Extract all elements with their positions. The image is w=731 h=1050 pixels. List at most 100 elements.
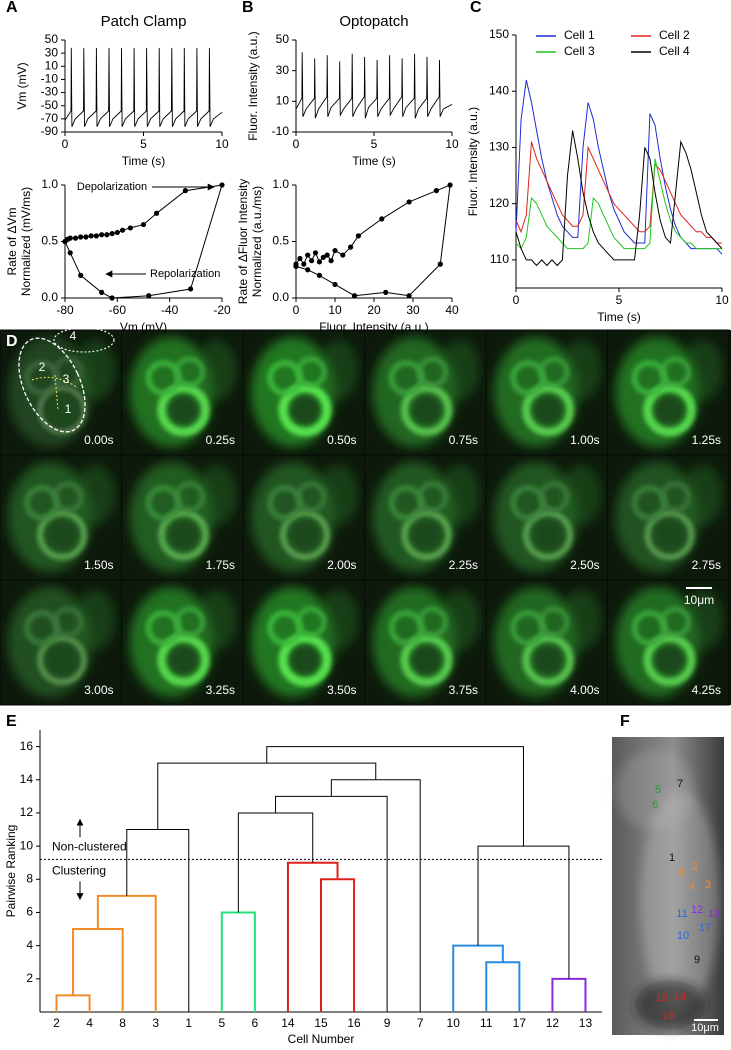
point bbox=[78, 234, 84, 240]
point bbox=[328, 258, 334, 264]
dendrogram-link bbox=[126, 829, 190, 1012]
dendrogram-link bbox=[452, 944, 504, 1012]
y-axis-label: Normalized (a.u./ms) bbox=[250, 186, 264, 297]
nucleus bbox=[169, 396, 198, 424]
x-tick-label: 7 bbox=[417, 1016, 424, 1030]
dendrogram-link bbox=[96, 894, 157, 1012]
point bbox=[355, 233, 361, 239]
image-tile: 1.00s bbox=[485, 329, 608, 456]
x-tick-label: 6 bbox=[252, 1016, 259, 1030]
cell bbox=[522, 634, 574, 686]
tissue bbox=[640, 790, 720, 1010]
annotation: Repolarization bbox=[150, 268, 220, 280]
x-tick-label: 17 bbox=[513, 1016, 527, 1030]
line bbox=[295, 184, 451, 297]
point bbox=[114, 229, 120, 236]
x-tick-label: -40 bbox=[161, 303, 179, 317]
y-tick-label: 140 bbox=[489, 83, 509, 97]
image-tile: 0.00s bbox=[0, 329, 122, 456]
nucleus bbox=[655, 646, 684, 674]
y-tick-label: 0.0 bbox=[272, 290, 289, 304]
nucleus bbox=[169, 646, 198, 674]
point bbox=[406, 199, 412, 205]
y-axis-label: Rate of ΔVm bbox=[5, 207, 19, 275]
cell-mass bbox=[561, 340, 601, 400]
point bbox=[320, 254, 326, 260]
x-tick-label: 12 bbox=[546, 1016, 560, 1030]
point bbox=[433, 188, 439, 194]
y-tick-label: 1.0 bbox=[272, 177, 289, 191]
point bbox=[305, 252, 311, 258]
legend-label: Cell 4 bbox=[659, 44, 690, 58]
cell bbox=[643, 383, 696, 437]
cell-mass bbox=[439, 465, 480, 525]
x-tick-label: 5 bbox=[371, 137, 378, 151]
point bbox=[146, 293, 152, 299]
cell bbox=[157, 633, 210, 687]
timestamp: 2.25s bbox=[449, 558, 478, 572]
cell-number: 5 bbox=[655, 784, 661, 796]
panel-letter: A bbox=[6, 0, 18, 16]
line bbox=[295, 52, 453, 119]
annotation: Clustering bbox=[52, 864, 106, 878]
cell bbox=[417, 481, 448, 513]
y-tick-label: 14 bbox=[20, 772, 34, 786]
timestamp: 3.25s bbox=[206, 683, 235, 697]
panel-letter: D bbox=[6, 333, 18, 350]
nucleus bbox=[534, 521, 562, 549]
point bbox=[305, 267, 311, 273]
cell-mass bbox=[318, 590, 358, 650]
y-tick-label: -90 bbox=[41, 124, 59, 138]
y-axis-label: Normalized (mV/ms) bbox=[19, 187, 33, 296]
image-tile: 3.75s bbox=[364, 579, 487, 706]
nucleus bbox=[655, 521, 684, 549]
y-tick-label: 30 bbox=[45, 45, 59, 59]
nucleus bbox=[412, 396, 441, 424]
x-axis-label: Vm (mV) bbox=[120, 320, 167, 334]
panel-letter: E bbox=[6, 713, 17, 730]
line bbox=[515, 158, 722, 250]
cell-mass bbox=[682, 590, 723, 650]
point bbox=[309, 258, 315, 264]
dendrogram-link bbox=[72, 928, 124, 1012]
tissue bbox=[615, 750, 695, 830]
point bbox=[312, 250, 319, 256]
line bbox=[64, 184, 223, 299]
x-axis-label: Cell Number bbox=[288, 1032, 355, 1046]
legend-label: Cell 2 bbox=[659, 28, 690, 42]
timestamp: 4.00s bbox=[570, 683, 599, 697]
cell-mass bbox=[439, 590, 480, 650]
cell-outline bbox=[31, 374, 79, 411]
cell bbox=[643, 633, 696, 687]
cell-label: 4 bbox=[70, 329, 77, 343]
x-tick-label: 10 bbox=[445, 137, 459, 151]
panel-letter: B bbox=[242, 0, 254, 16]
cell bbox=[52, 606, 84, 638]
y-tick-label: 150 bbox=[489, 27, 509, 41]
cell bbox=[400, 384, 453, 436]
scale-bar-label: 10μm bbox=[691, 1022, 719, 1034]
point bbox=[437, 261, 443, 267]
cell-number: 8 bbox=[678, 867, 684, 879]
y-tick-label: 120 bbox=[489, 196, 509, 210]
point bbox=[119, 227, 126, 233]
cell bbox=[521, 383, 575, 437]
cell-outline bbox=[18, 337, 86, 433]
cell bbox=[279, 509, 331, 561]
legend-label: Cell 3 bbox=[564, 44, 595, 58]
annotation: Depolarization bbox=[77, 181, 147, 193]
x-tick-label: 5 bbox=[616, 293, 623, 307]
y-tick-label: -50 bbox=[41, 98, 59, 112]
x-tick-label: 11 bbox=[480, 1016, 493, 1030]
y-tick-label: 1.0 bbox=[41, 177, 58, 191]
cell bbox=[278, 633, 332, 687]
x-tick-label: 15 bbox=[314, 1016, 328, 1030]
timestamp: 0.25s bbox=[206, 433, 235, 447]
y-axis-label: Fluor. Intensity (a.u.) bbox=[246, 31, 260, 140]
point bbox=[93, 233, 99, 239]
x-axis-label: Time (s) bbox=[352, 154, 396, 168]
nucleus bbox=[48, 396, 76, 424]
point bbox=[62, 238, 68, 245]
y-tick-label: 0.5 bbox=[41, 234, 58, 248]
